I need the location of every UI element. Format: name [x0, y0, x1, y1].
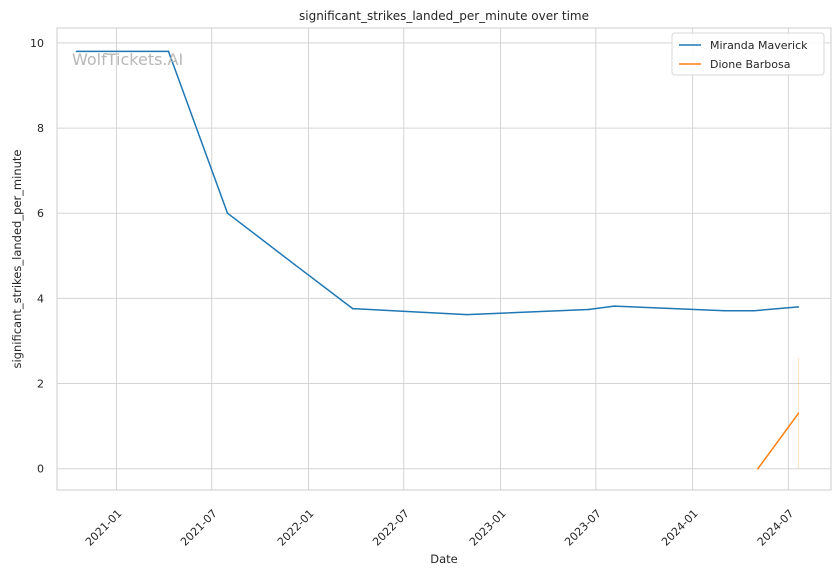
data-point-miranda-maverick: [466, 313, 468, 316]
x-tick-label: 2023-01: [467, 507, 509, 549]
x-tick-label: 2022-07: [370, 507, 412, 549]
plot-area: [57, 28, 831, 490]
data-point-miranda-maverick: [587, 308, 590, 311]
legend: Miranda Maverick Dione Barbosa: [671, 32, 825, 76]
legend-box: [671, 32, 825, 76]
legend-label-dione-barbosa: Dione Barbosa: [710, 58, 791, 71]
data-point-miranda-maverick: [613, 305, 616, 307]
data-point-miranda-maverick: [797, 306, 800, 308]
x-tick-labels: 2021-01 2021-07 2022-01 2022-07 2023-01 2023-…: [83, 507, 797, 549]
x-tick-label: 2021-01: [83, 507, 125, 549]
y-tick-labels: 0 2 4 6 8 10: [30, 37, 44, 476]
y-tick-label: 4: [37, 292, 44, 305]
legend-label-miranda-maverick: Miranda Maverick: [710, 39, 808, 52]
y-tick-label: 6: [37, 207, 44, 220]
data-point-miranda-maverick: [293, 263, 296, 266]
y-tick-label: 10: [30, 37, 44, 50]
x-tick-label: 2024-01: [659, 507, 701, 549]
x-tick-label: 2021-07: [178, 507, 220, 549]
y-tick-label: 8: [37, 122, 44, 135]
y-axis-label: significant_strikes_landed_per_minute: [10, 150, 24, 369]
series-layer: [75, 50, 800, 470]
data-point-miranda-maverick: [167, 50, 170, 53]
data-point-miranda-maverick: [226, 212, 229, 215]
x-tick-label: 2022-01: [275, 507, 317, 549]
x-axis-label: Date: [430, 552, 458, 566]
data-point-dione-barbosa: [797, 412, 800, 415]
watermark: WolfTickets.AI: [72, 50, 183, 69]
x-tick-label: 2024-07: [755, 507, 797, 549]
data-point-miranda-maverick: [723, 309, 726, 312]
y-tick-label: 2: [37, 378, 44, 391]
data-point-miranda-maverick: [75, 50, 78, 53]
data-point-miranda-maverick: [753, 309, 755, 312]
chart-title: significant_strikes_landed_per_minute ov…: [299, 9, 589, 23]
data-point-dione-barbosa: [757, 467, 759, 470]
plot-frame: [56, 27, 832, 491]
y-tick-label: 0: [37, 463, 44, 476]
data-point-miranda-maverick: [351, 307, 354, 310]
grid: [57, 28, 831, 490]
series-line-dione-barbosa: [757, 412, 800, 470]
x-tick-label: 2023-07: [562, 507, 604, 549]
